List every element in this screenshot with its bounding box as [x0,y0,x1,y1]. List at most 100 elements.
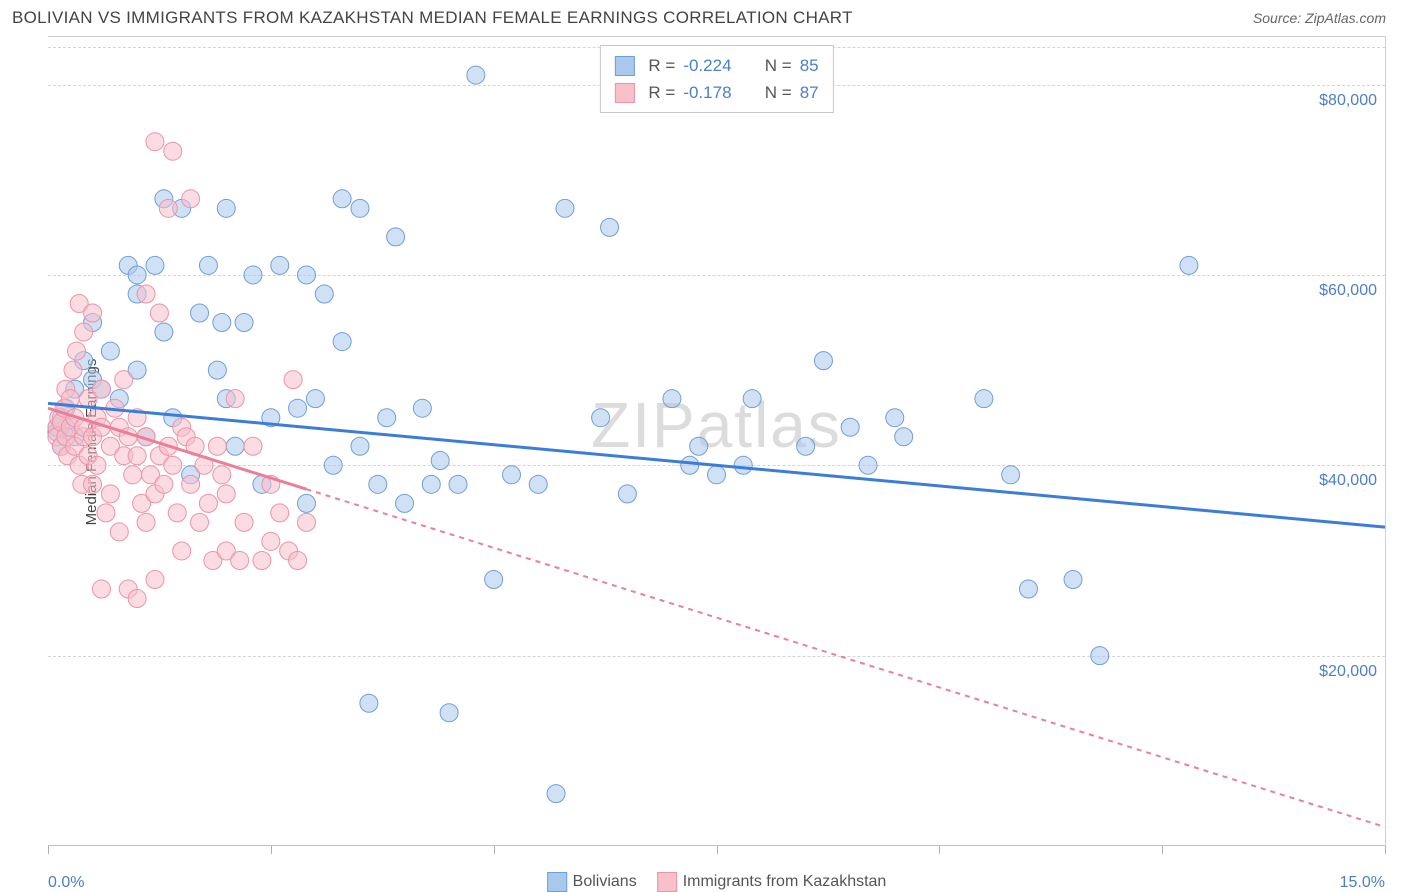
data-point [84,304,102,322]
data-point [75,323,93,341]
data-point [556,199,574,217]
data-point [841,418,859,436]
data-point [271,256,289,274]
data-point [168,504,186,522]
data-point [84,475,102,493]
data-point [422,475,440,493]
data-point [213,466,231,484]
legend-swatch [614,56,634,76]
data-point [351,199,369,217]
data-point [387,228,405,246]
series-legend: Bolivians Immigrants from Kazakhstan [547,872,887,892]
data-point [449,475,467,493]
x-tick [48,846,49,854]
data-point [467,66,485,84]
data-point [708,466,726,484]
data-point [92,580,110,598]
data-point [618,485,636,503]
data-point [217,199,235,217]
data-point [199,494,217,512]
data-point [244,437,262,455]
legend-item: Immigrants from Kazakhstan [657,872,887,892]
chart-container: Median Female Earnings $20,000$40,000$60… [48,36,1386,846]
data-point [164,142,182,160]
data-point [101,342,119,360]
data-point [128,266,146,284]
data-point [262,532,280,550]
data-point [485,571,503,589]
data-point [324,456,342,474]
data-point [235,314,253,332]
correlation-legend: R = -0.224 N = 85 R = -0.178 N = 87 [599,45,833,113]
data-point [155,475,173,493]
data-point [1019,580,1037,598]
x-tick [939,846,940,854]
data-point [1064,571,1082,589]
source-citation: Source: ZipAtlas.com [1253,10,1386,26]
data-point [396,494,414,512]
legend-row: R = -0.178 N = 87 [614,79,818,106]
x-tick [717,846,718,854]
data-point [315,285,333,303]
data-point [601,218,619,236]
x-tick [1385,846,1386,854]
data-point [68,342,86,360]
data-point [235,513,253,531]
data-point [297,266,315,284]
data-point [502,466,520,484]
data-point [124,466,142,484]
data-point [814,352,832,370]
data-point [244,266,262,284]
data-point [547,785,565,803]
data-point [164,456,182,474]
trend-line [48,403,1385,527]
data-point [895,428,913,446]
data-point [333,333,351,351]
data-point [440,704,458,722]
legend-swatch [657,872,677,892]
data-point [431,452,449,470]
data-point [690,437,708,455]
data-point [88,456,106,474]
data-point [289,399,307,417]
legend-item: Bolivians [547,872,637,892]
trend-line-extrapolated [306,489,1385,827]
data-point [128,447,146,465]
data-point [64,361,82,379]
data-point [734,456,752,474]
data-point [284,371,302,389]
data-point [253,551,271,569]
data-point [743,390,761,408]
data-point [351,437,369,455]
data-point [1002,466,1020,484]
data-point [360,694,378,712]
data-point [975,390,993,408]
data-point [289,551,307,569]
data-point [886,409,904,427]
data-point [146,256,164,274]
data-point [226,437,244,455]
legend-swatch [614,83,634,103]
data-point [333,190,351,208]
data-point [797,437,815,455]
data-point [182,475,200,493]
x-tick [271,846,272,854]
data-point [146,133,164,151]
data-point [115,371,133,389]
data-point [182,190,200,208]
data-point [369,475,387,493]
data-point [146,571,164,589]
data-point [208,361,226,379]
data-point [191,513,209,531]
data-point [859,456,877,474]
data-point [137,285,155,303]
header: BOLIVIAN VS IMMIGRANTS FROM KAZAKHSTAN M… [0,0,1406,34]
data-point [128,590,146,608]
data-point [213,314,231,332]
x-axis [48,845,1385,846]
scatter-plot [48,37,1385,846]
data-point [271,504,289,522]
data-point [663,390,681,408]
legend-row: R = -0.224 N = 85 [614,52,818,79]
data-point [297,513,315,531]
